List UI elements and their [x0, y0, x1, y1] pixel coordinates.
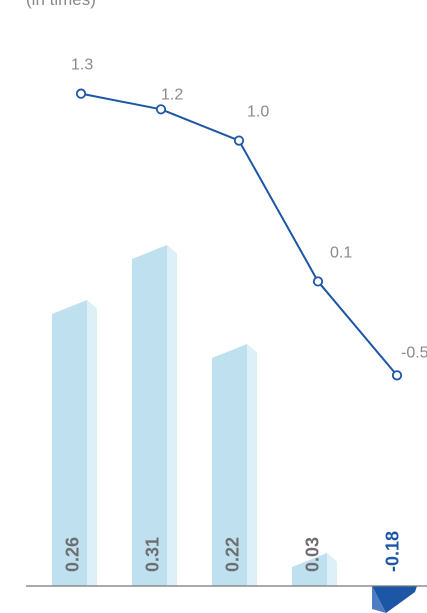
bar-value-label: 0.03	[303, 537, 323, 572]
line-point	[391, 370, 403, 381]
line-series: 1.3 1.2 1.0 0.1 -0.5	[71, 57, 427, 381]
bar	[292, 553, 327, 586]
line-value-label: -0.5	[401, 344, 427, 361]
bar	[212, 344, 247, 586]
line-value-label: 1.0	[247, 104, 269, 121]
line-point	[155, 104, 167, 115]
line-point	[312, 276, 324, 287]
bar	[52, 300, 87, 586]
line-value-label: 1.2	[161, 86, 183, 103]
line-point	[233, 135, 245, 146]
bar-value-label: 0.26	[63, 537, 83, 572]
bar-value-label: 0.31	[143, 537, 163, 572]
unit-label: (in times)	[26, 0, 96, 10]
bar-value-label: 0.22	[223, 537, 243, 572]
bar-side	[247, 344, 257, 586]
bar-side	[167, 245, 177, 586]
line-point	[75, 88, 87, 99]
bar	[372, 586, 417, 613]
bar	[132, 245, 167, 586]
line-value-label: 0.1	[330, 244, 352, 261]
bar-side	[372, 586, 386, 613]
line-value-label: 1.3	[71, 57, 93, 74]
bar-side	[87, 300, 97, 586]
bar-group: 0.26 0.31 0.22 0.03 -0.18	[52, 245, 417, 613]
bar-value-label: -0.18	[383, 531, 403, 572]
bar-side	[327, 553, 337, 586]
